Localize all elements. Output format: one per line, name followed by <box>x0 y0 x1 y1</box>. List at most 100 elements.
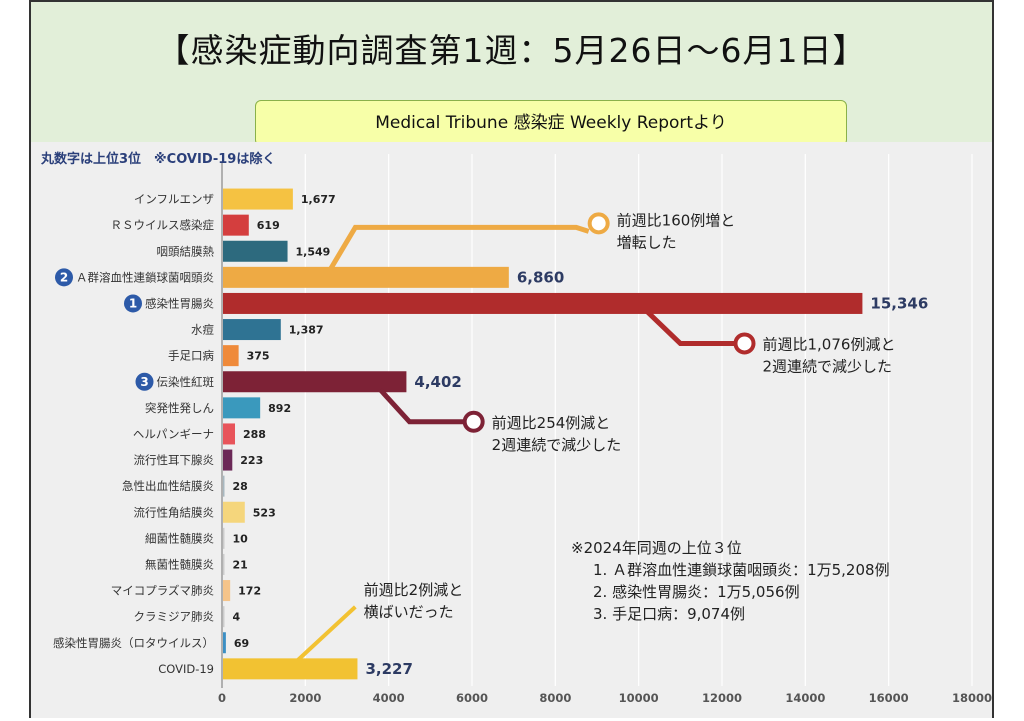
x-tick-label: 16000 <box>869 691 909 705</box>
x-tick-label: 18000 <box>952 691 992 705</box>
value-label: 1,549 <box>296 245 331 258</box>
bar <box>223 266 509 288</box>
bar <box>223 397 261 419</box>
value-label: 3,227 <box>365 660 412 678</box>
annotation-text: 前週比160例増と <box>617 211 736 229</box>
rank-number: 2 <box>60 270 68 284</box>
category-label: 急性出血性結膜炎 <box>122 479 214 493</box>
annotation-leader <box>645 309 735 346</box>
category-label: 咽頭結膜熱 <box>157 244 215 258</box>
value-label: 6,860 <box>517 268 564 286</box>
value-label: 28 <box>233 480 248 493</box>
reference-heading: ※2024年同週の上位３位 <box>571 539 742 557</box>
category-label: 流行性角結膜炎 <box>134 505 215 519</box>
page-title: 【感染症動向調査第1週：5月26日〜6月1日】 <box>156 31 867 70</box>
value-label: 288 <box>243 428 266 441</box>
category-label: ヘルパンギーナ <box>133 427 214 441</box>
x-tick-label: 0 <box>218 691 226 705</box>
chart-panel: 0 2000 4000 6000 8000 10000 12000 14000 16000 180… <box>31 142 992 718</box>
source-note: Medical Tribune 感染症 Weekly Reportより <box>255 100 847 146</box>
reference-item: 3. 手足口病：9,074例 <box>593 605 746 623</box>
slide-frame: 【感染症動向調査第1週：5月26日〜6月1日】 Medical Tribune … <box>29 0 994 718</box>
x-tick-label: 12000 <box>702 691 742 705</box>
value-label: 172 <box>238 585 261 598</box>
reference-box: ※2024年同週の上位３位 1. Ａ群溶血性連鎖球菌咽頭炎：1万5,208例 2… <box>571 537 890 625</box>
bar <box>223 553 225 575</box>
bar <box>223 371 407 393</box>
category-label: 細菌性髄膜炎 <box>145 531 214 545</box>
value-label: 619 <box>257 219 280 232</box>
category-label: マイコプラズマ肺炎 <box>111 584 214 598</box>
category-label: 無菌性髄膜炎 <box>145 557 214 571</box>
value-label: 523 <box>253 506 276 519</box>
bar <box>223 423 235 445</box>
x-tick-label: 14000 <box>785 691 825 705</box>
value-label: 223 <box>240 454 263 467</box>
x-tick-label: 6000 <box>456 691 488 705</box>
bar <box>223 632 226 654</box>
x-tick-label: 4000 <box>373 691 405 705</box>
rank-number: 1 <box>129 296 137 310</box>
category-label: Ａ群溶血性連鎖球菌咽頭炎 <box>76 270 214 284</box>
bar <box>223 240 288 262</box>
x-tick-label: 2000 <box>289 691 321 705</box>
category-label: クラミジア肺炎 <box>134 610 215 624</box>
annotation-marker <box>587 212 610 235</box>
bar <box>223 292 863 314</box>
annotation-text: 横ばいだった <box>364 603 454 621</box>
annotation-marker <box>733 332 756 355</box>
value-label: 892 <box>268 402 291 415</box>
value-label: 15,346 <box>870 294 928 312</box>
annotation-text: 2週連続で減少した <box>492 436 622 454</box>
annotation-leader <box>328 224 590 271</box>
rank-badge <box>124 294 142 313</box>
category-label: ＲＳウイルス感染症 <box>111 218 215 232</box>
value-label: 375 <box>247 350 270 363</box>
annotation-text: 前週比2例減と <box>364 581 464 599</box>
annotation-leader <box>295 605 357 663</box>
bar <box>223 188 293 210</box>
value-label: 1,387 <box>289 324 324 337</box>
value-label: 4 <box>233 611 241 624</box>
bar <box>223 580 231 602</box>
chart-note: 丸数字は上位3位 ※COVID-19は除く <box>41 152 276 167</box>
bar <box>223 345 239 367</box>
category-label: インフルエンザ <box>134 192 214 206</box>
category-label: 手足口病 <box>168 349 214 363</box>
annotation-text: 前週比254例減と <box>492 414 611 432</box>
rank-badge <box>55 268 73 287</box>
category-label: 流行性耳下腺炎 <box>134 453 215 467</box>
reference-item: 1. Ａ群溶血性連鎖球菌咽頭炎：1万5,208例 <box>593 561 890 579</box>
x-tick-label: 8000 <box>539 691 571 705</box>
category-label: 突発性発しん <box>145 401 214 415</box>
header-band: 【感染症動向調査第1週：5月26日〜6月1日】 Medical Tribune … <box>31 2 992 146</box>
category-label: 感染性胃腸炎 <box>145 296 214 310</box>
value-label: 1,677 <box>301 193 336 206</box>
bar <box>223 475 225 497</box>
bar <box>223 527 225 549</box>
value-label: 4,402 <box>414 373 461 391</box>
annotation-text: 前週比1,076例減と <box>763 335 896 353</box>
category-label: 伝染性紅斑 <box>157 375 215 389</box>
value-label: 10 <box>233 532 249 545</box>
bar <box>223 449 233 471</box>
bar <box>223 606 225 628</box>
annotation-text: 2週連続で減少した <box>763 357 893 375</box>
category-label: COVID-19 <box>158 662 214 676</box>
bar <box>223 214 249 236</box>
rank-badge <box>135 372 154 391</box>
bar <box>223 501 245 523</box>
category-label: 水痘 <box>191 323 214 337</box>
value-label: 21 <box>233 558 248 571</box>
bar <box>223 658 358 680</box>
annotation-marker <box>462 410 485 433</box>
x-tick-label: 10000 <box>619 691 659 705</box>
bar-chart: 0 2000 4000 6000 8000 10000 12000 14000 16000 180… <box>53 154 992 705</box>
reference-item: 2. 感染性胃腸炎：1万5,056例 <box>593 583 800 601</box>
annotation-text: 増転した <box>617 233 677 251</box>
value-label: 69 <box>234 637 249 650</box>
rank-number: 3 <box>140 375 148 389</box>
bar <box>223 319 281 341</box>
annotation-leader <box>378 388 464 425</box>
category-label: 感染性胃腸炎（ロタウイルス） <box>53 636 214 650</box>
